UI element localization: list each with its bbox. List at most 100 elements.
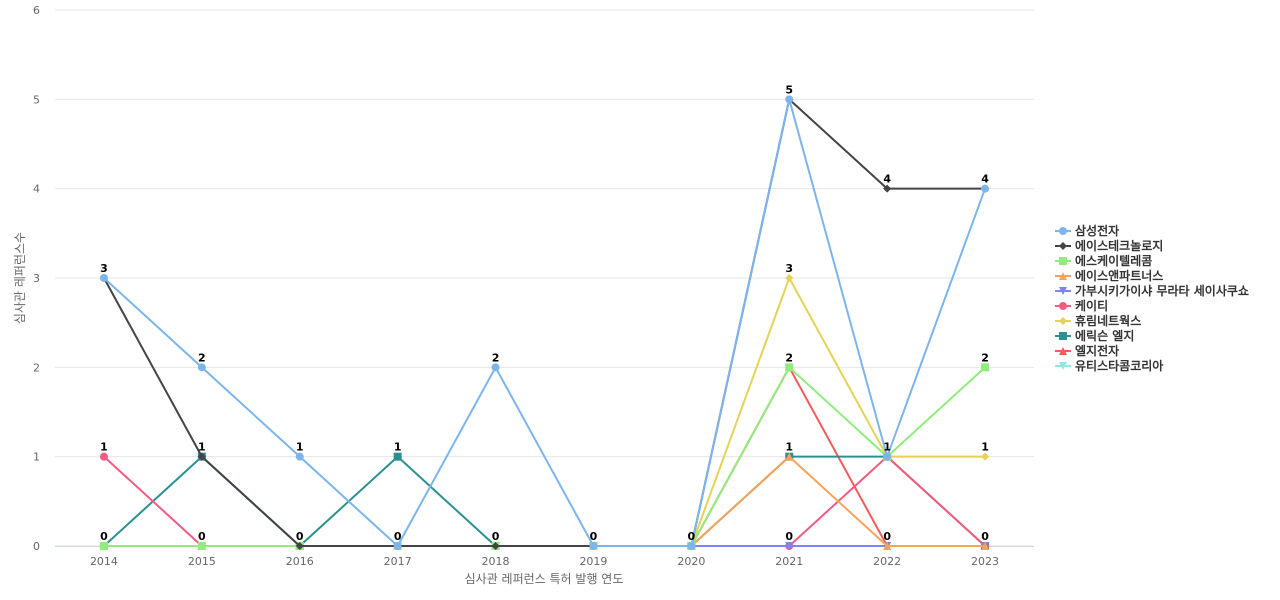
series-line	[103, 455, 986, 547]
data-point[interactable]	[785, 363, 794, 372]
data-label: 0	[981, 530, 989, 543]
legend-marker	[1059, 287, 1067, 295]
data-point[interactable]	[785, 452, 794, 461]
data-label: 2	[981, 351, 989, 364]
data-point[interactable]	[393, 542, 402, 550]
legend-item[interactable]: 삼성전자	[1055, 223, 1119, 238]
legend-item[interactable]: 에릭슨 엘지	[1055, 328, 1134, 343]
data-point[interactable]	[295, 542, 304, 550]
series-에릭슨 엘지	[99, 452, 990, 550]
y-tick-label: 2	[33, 361, 40, 374]
x-tick-label: 2014	[90, 555, 118, 568]
series-삼성전자	[99, 95, 990, 550]
data-point[interactable]	[589, 542, 598, 550]
data-point[interactable]	[491, 363, 500, 372]
data-label: 0	[590, 530, 598, 543]
data-point[interactable]	[981, 184, 990, 193]
legend-item[interactable]: 케이티	[1055, 298, 1108, 313]
x-tick-label: 2022	[873, 555, 901, 568]
legend-item[interactable]: 유티스타콤코리아	[1055, 358, 1163, 373]
data-label: 0	[688, 530, 696, 543]
data-point[interactable]	[785, 542, 794, 550]
x-axis-title: 심사관 레퍼런스 특허 발행 연도	[465, 571, 624, 586]
series-휴림네트웍스	[99, 274, 990, 550]
data-label: 3	[785, 262, 793, 275]
data-point[interactable]	[785, 95, 794, 104]
data-point[interactable]	[883, 452, 892, 461]
data-label: 1	[394, 441, 402, 454]
y-tick-label: 5	[33, 93, 40, 106]
series-line	[103, 98, 986, 547]
data-label: 3	[100, 262, 108, 275]
data-point[interactable]	[295, 452, 304, 461]
x-tick-label: 2019	[579, 555, 607, 568]
legend-label: 에스케이텔레콤	[1075, 253, 1152, 268]
data-label: 4	[981, 173, 989, 186]
data-label: 1	[981, 441, 989, 454]
legend-marker	[1059, 272, 1067, 280]
x-tick-label: 2021	[775, 555, 803, 568]
legend-item[interactable]: 에이스앤파트너스	[1055, 268, 1163, 283]
y-tick-label: 6	[33, 4, 40, 17]
data-point[interactable]	[883, 184, 892, 193]
data-label: 1	[198, 441, 206, 454]
data-label: 0	[198, 530, 206, 543]
data-point[interactable]	[883, 542, 892, 550]
legend-item[interactable]: 에이스테크놀로지	[1055, 238, 1163, 253]
data-label: 0	[394, 530, 402, 543]
series-line	[103, 455, 986, 547]
data-point[interactable]	[99, 274, 108, 282]
data-label: 4	[883, 173, 891, 186]
data-label: 2	[492, 351, 500, 364]
data-point[interactable]	[99, 542, 108, 550]
legend-marker	[1059, 317, 1067, 325]
legend-item[interactable]: 휴림네트웍스	[1055, 313, 1141, 328]
data-label: 0	[296, 530, 304, 543]
y-axis-title: 심사관 레퍼런스수	[13, 232, 27, 324]
data-point[interactable]	[393, 452, 402, 461]
legend-label: 에이스앤파트너스	[1075, 268, 1163, 283]
y-tick-label: 3	[33, 272, 40, 285]
y-tick-label: 4	[33, 183, 40, 196]
series-에이스앤파트너스	[99, 452, 990, 550]
legend-marker	[1059, 302, 1067, 310]
legend-label: 엘지전자	[1075, 343, 1119, 358]
data-point[interactable]	[197, 363, 206, 372]
data-label: 1	[296, 441, 304, 454]
legend-marker	[1059, 347, 1067, 355]
legend-label: 케이티	[1075, 298, 1108, 313]
legend-marker	[1059, 332, 1067, 340]
y-tick-label: 0	[33, 540, 40, 553]
data-point[interactable]	[981, 363, 990, 372]
data-label: 0	[785, 530, 793, 543]
data-point[interactable]	[99, 452, 108, 461]
y-tick-label: 1	[33, 451, 40, 464]
legend-marker	[1059, 227, 1067, 235]
data-label: 0	[492, 530, 500, 543]
data-label: 5	[785, 83, 793, 96]
data-label: 1	[100, 441, 108, 454]
data-point[interactable]	[197, 452, 206, 461]
x-tick-label: 2018	[482, 555, 510, 568]
data-point[interactable]	[687, 542, 696, 550]
series-layer	[99, 95, 990, 550]
data-point[interactable]	[785, 274, 794, 282]
data-point[interactable]	[981, 542, 990, 550]
legend-item[interactable]: 엘지전자	[1055, 343, 1119, 358]
legend-item[interactable]: 에스케이텔레콤	[1055, 253, 1152, 268]
data-point[interactable]	[197, 542, 206, 550]
data-point[interactable]	[491, 542, 500, 550]
data-point[interactable]	[981, 452, 990, 461]
legend-marker	[1059, 362, 1067, 370]
series-line	[103, 455, 986, 547]
data-label-layer: 3 2 1 1 2 0 0 5 4 4 1 0 1 0 0 0 0 3 2 1 0 1 0 2 1 0	[100, 83, 989, 543]
data-label: 2	[198, 351, 206, 364]
series-line	[103, 277, 986, 547]
legend-item[interactable]: 가부시키가이샤 무라타 세이사쿠쇼	[1055, 283, 1249, 298]
x-tick-label: 2015	[188, 555, 216, 568]
legend-label: 에이스테크놀로지	[1075, 238, 1163, 253]
